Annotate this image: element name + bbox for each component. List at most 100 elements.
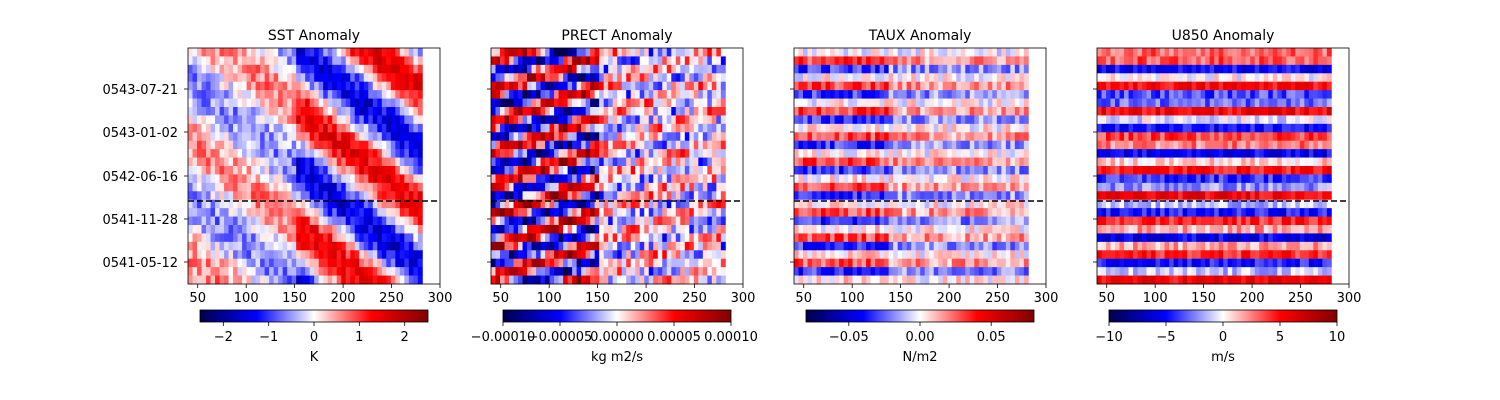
heatmap-cell: [255, 90, 261, 99]
heatmap-cell: [1169, 73, 1175, 83]
heatmap-cell: [684, 157, 690, 167]
heatmap-cell: [969, 115, 975, 125]
heatmap-cell: [603, 56, 609, 66]
heatmap-cell: [273, 174, 279, 184]
heatmap-cell: [372, 98, 378, 108]
heatmap-cell: [567, 267, 573, 276]
heatmap-cell: [1005, 157, 1011, 167]
heatmap-cell: [413, 250, 419, 260]
heatmap-cell: [1023, 208, 1029, 217]
heatmap-cell: [992, 275, 998, 285]
heatmap-cell: [585, 107, 591, 116]
heatmap-cell: [522, 191, 528, 201]
heatmap-cell: [870, 90, 876, 99]
heatmap-cell: [1200, 81, 1206, 91]
heatmap-cell: [504, 64, 510, 74]
heatmap-cell: [821, 107, 826, 116]
heatmap-cell: [920, 241, 926, 251]
heatmap-cell: [965, 241, 971, 251]
heatmap-cell: [861, 191, 867, 201]
heatmap-cell: [960, 258, 966, 268]
heatmap-cell: [662, 123, 668, 133]
heatmap-cell: [381, 140, 387, 150]
heatmap-cell: [300, 48, 306, 57]
heatmap-cell: [1187, 115, 1193, 125]
heatmap-cell: [504, 199, 510, 209]
heatmap-cell: [830, 166, 835, 175]
heatmap-cell: [911, 250, 917, 260]
heatmap-cell: [621, 81, 627, 91]
heatmap-cell: [843, 233, 849, 243]
heatmap-cell: [377, 166, 383, 175]
heatmap-cell: [545, 73, 550, 83]
heatmap-cell: [830, 275, 835, 285]
heatmap-cell: [1196, 123, 1202, 133]
heatmap-cell: [1005, 107, 1011, 116]
heatmap-cell: [206, 81, 211, 91]
heatmap-cell: [563, 199, 569, 209]
heatmap-cell: [965, 48, 971, 57]
heatmap-cell: [812, 275, 817, 285]
heatmap-cell: [857, 107, 863, 116]
heatmap-cell: [716, 98, 722, 108]
heatmap-cell: [1173, 123, 1179, 133]
heatmap-cell: [1286, 56, 1292, 66]
heatmap-cell: [992, 166, 998, 175]
heatmap-cell: [803, 191, 808, 201]
heatmap-cell: [287, 98, 293, 108]
heatmap-cell: [675, 123, 681, 133]
heatmap-cell: [644, 123, 650, 133]
heatmap-cell: [509, 98, 514, 108]
heatmap-cell: [228, 149, 234, 158]
heatmap-cell: [545, 149, 550, 158]
heatmap-cell: [341, 98, 347, 108]
heatmap-cell: [1200, 48, 1206, 57]
heatmap-cell: [1155, 115, 1161, 125]
heatmap-cell: [408, 233, 414, 243]
heatmap-cell: [852, 166, 858, 175]
heatmap-cell: [206, 140, 211, 150]
heatmap-cell: [504, 132, 510, 142]
heatmap-cell: [336, 166, 342, 175]
heatmap-cell: [702, 174, 708, 184]
heatmap-cell: [929, 182, 935, 192]
heatmap-cell: [417, 140, 423, 150]
heatmap-cell: [698, 216, 704, 226]
heatmap-cell: [857, 199, 863, 209]
heatmap-cell: [1119, 107, 1125, 116]
heatmap-cell: [1286, 90, 1292, 99]
heatmap-cell: [834, 115, 840, 125]
heatmap-cell: [689, 191, 695, 201]
heatmap-cell: [576, 225, 582, 234]
heatmap-cell: [689, 123, 695, 133]
heatmap-cell: [707, 157, 713, 167]
heatmap-cell: [716, 64, 722, 74]
heatmap-cell: [215, 98, 220, 108]
heatmap-cell: [500, 267, 505, 276]
colorbar-tick-label: −1: [259, 330, 278, 345]
heatmap-cell: [915, 56, 921, 66]
heatmap-cell: [296, 64, 302, 74]
heatmap-cell: [599, 191, 605, 201]
heatmap-cell: [983, 107, 989, 116]
heatmap-cell: [509, 174, 514, 184]
heatmap-cell: [911, 115, 917, 125]
heatmap-cell: [974, 81, 980, 91]
heatmap-cell: [798, 157, 804, 167]
heatmap-cell: [803, 132, 808, 142]
heatmap-cell: [884, 199, 890, 209]
heatmap-cell: [816, 157, 822, 167]
heatmap-cell: [680, 56, 686, 66]
heatmap-cell: [983, 275, 989, 285]
heatmap-cell: [848, 233, 853, 243]
heatmap-cell: [1005, 48, 1011, 57]
heatmap-cell: [527, 182, 532, 192]
heatmap-cell: [821, 258, 826, 268]
heatmap-cell: [264, 174, 270, 184]
heatmap-cell: [956, 233, 962, 243]
heatmap-cell: [359, 216, 365, 226]
heatmap-cell: [1097, 81, 1102, 91]
heatmap-cell: [621, 225, 627, 234]
heatmap-cell: [404, 199, 410, 209]
heatmap-cell: [500, 216, 505, 226]
